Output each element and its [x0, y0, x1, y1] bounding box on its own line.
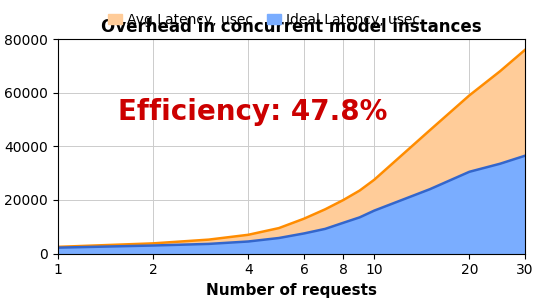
Text: Efficiency: 47.8%: Efficiency: 47.8% [118, 98, 387, 126]
X-axis label: Number of requests: Number of requests [206, 283, 377, 298]
Legend: Avg Latency, usec, Ideal Latency, usec: Avg Latency, usec, Ideal Latency, usec [102, 8, 426, 33]
Title: Overhead in concurrent model instances: Overhead in concurrent model instances [101, 18, 482, 36]
